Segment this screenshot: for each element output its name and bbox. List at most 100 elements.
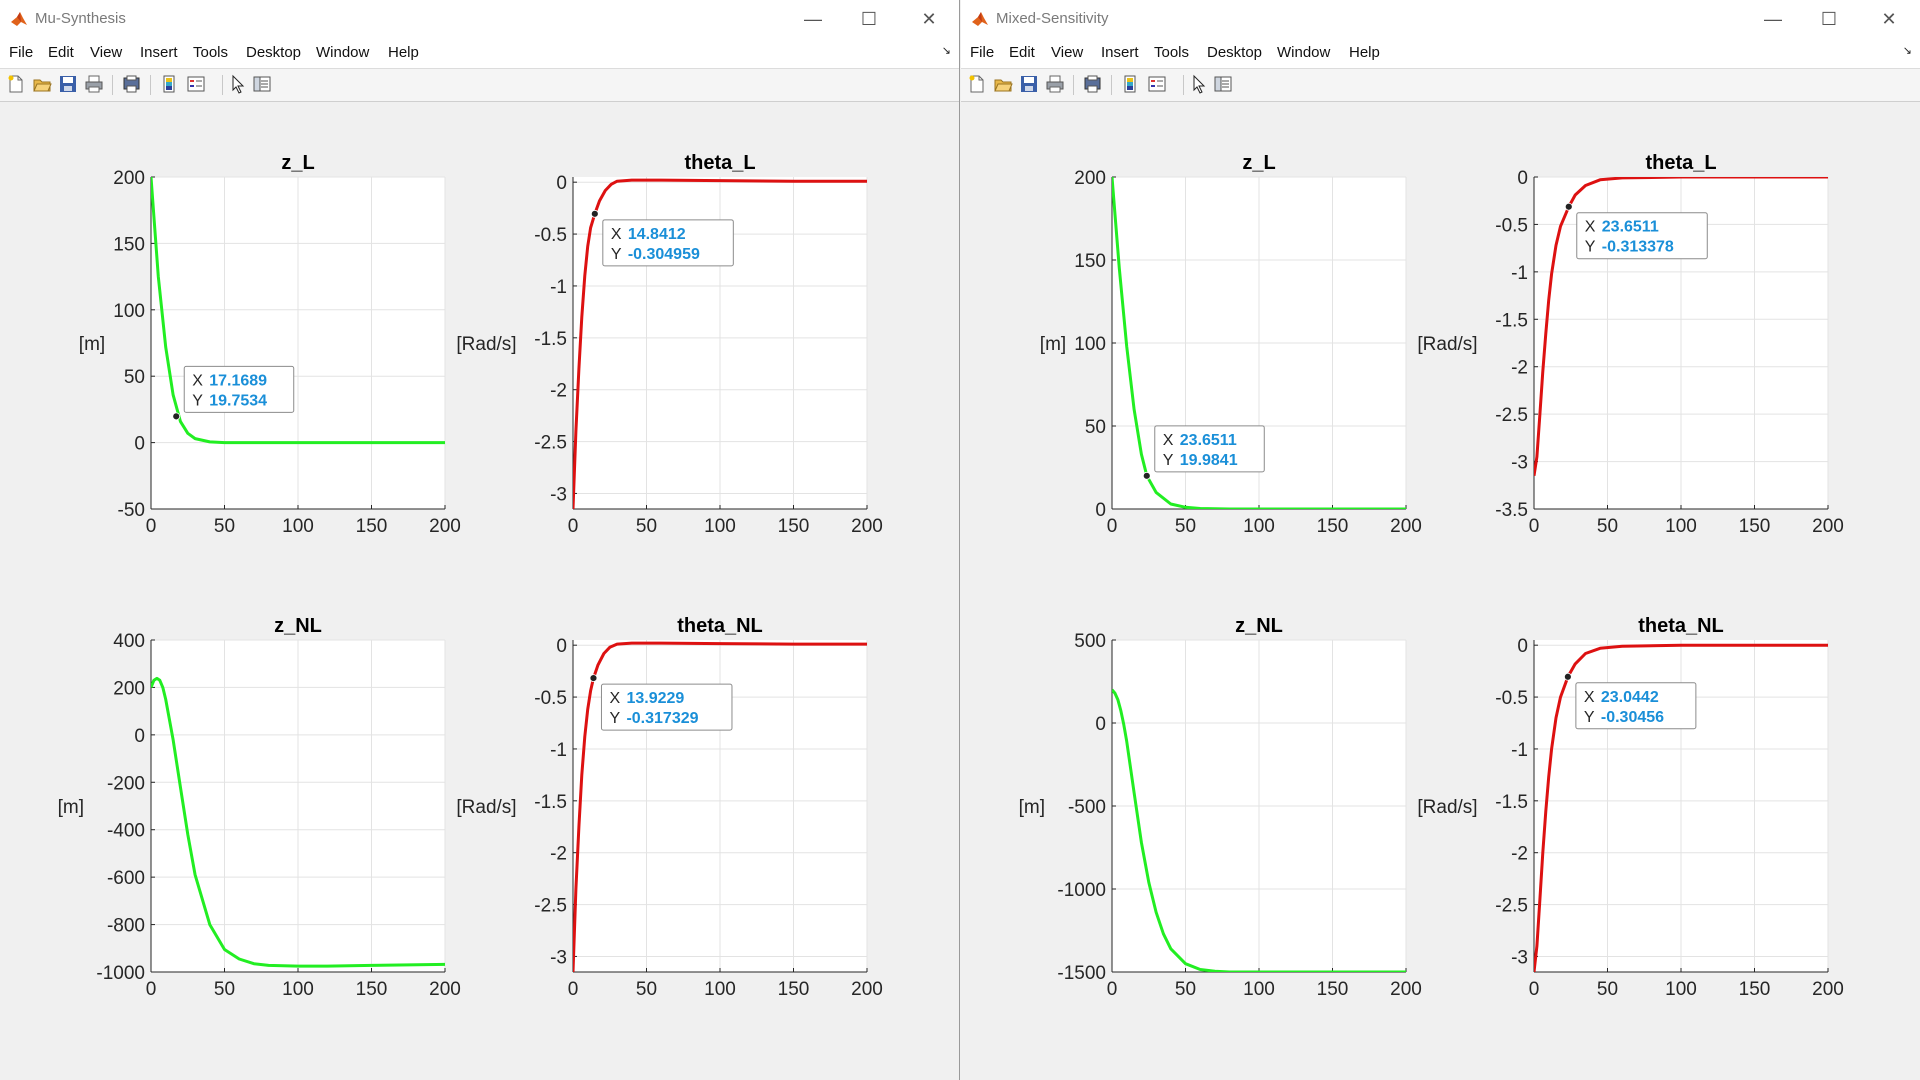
datatip-box[interactable]: X 17.1689 Y 19.7534 bbox=[183, 365, 295, 413]
datatip-x-key: X bbox=[1584, 689, 1595, 706]
datatip-box[interactable]: X 23.6511 Y -0.313378 bbox=[1576, 212, 1708, 260]
menu-help[interactable]: Help bbox=[388, 44, 419, 61]
y-tick-label: -2.5 bbox=[1495, 896, 1528, 917]
menu-edit[interactable]: Edit bbox=[1009, 44, 1035, 61]
menu-view[interactable]: View bbox=[90, 44, 123, 61]
datatip-marker[interactable] bbox=[589, 674, 598, 683]
property-inspector-icon[interactable] bbox=[252, 74, 272, 94]
maximize-button[interactable]: ☐ bbox=[1820, 8, 1838, 29]
close-button[interactable]: ✕ bbox=[1881, 8, 1897, 29]
y-tick-label: -0.5 bbox=[534, 225, 567, 246]
y-tick-label: 50 bbox=[1085, 417, 1106, 438]
datatip-x-value: 23.6511 bbox=[1180, 432, 1237, 449]
y-tick-label: 0 bbox=[1095, 714, 1106, 735]
minimize-button[interactable]: — bbox=[804, 8, 822, 29]
close-button[interactable]: ✕ bbox=[921, 8, 937, 29]
x-tick-label: 0 bbox=[1529, 516, 1540, 537]
y-tick-label: -2.5 bbox=[1495, 405, 1528, 426]
y-axis-label: [m] bbox=[1019, 797, 1045, 818]
menu-desktop[interactable]: Desktop bbox=[246, 44, 302, 61]
print-preview-icon[interactable] bbox=[122, 74, 142, 94]
menu-tools[interactable]: Tools bbox=[1154, 44, 1190, 61]
toolbar-separator bbox=[222, 75, 223, 95]
y-tick-label: 150 bbox=[113, 234, 145, 255]
menu-file[interactable]: File bbox=[970, 44, 995, 61]
menu-insert[interactable]: Insert bbox=[1101, 44, 1139, 61]
datatip-background bbox=[183, 365, 295, 413]
legend-icon[interactable] bbox=[186, 74, 206, 94]
y-tick-label: -0.5 bbox=[1495, 688, 1528, 709]
axes-theta-l[interactable]: 0 50 100 150 200 -3.5 -3 -2.5 -2 -1.5 -1 -0.5 0 theta… bbox=[1417, 152, 1843, 537]
pointer-icon[interactable] bbox=[228, 74, 248, 94]
datatip-marker[interactable] bbox=[1142, 471, 1151, 480]
matlab-logo-icon bbox=[11, 12, 27, 26]
y-tick-label: -2.5 bbox=[534, 433, 567, 454]
new-figure-icon[interactable] bbox=[967, 74, 987, 94]
menu-view[interactable]: View bbox=[1051, 44, 1084, 61]
datatip-marker[interactable] bbox=[1564, 202, 1573, 211]
datatip-box[interactable]: X 23.6511 Y 19.9841 bbox=[1154, 425, 1265, 473]
figure-window-mixed-sensitivity: Mixed-Sensitivity — ☐ ✕ File Edit View I… bbox=[961, 0, 1920, 1080]
axes-z-nl[interactable]: 0 50 100 150 200 -1000 -800 -600 -400 -200 0 200 400… bbox=[58, 615, 461, 1000]
save-icon[interactable] bbox=[1019, 74, 1039, 94]
data-series-line[interactable] bbox=[1112, 688, 1406, 972]
data-series-line[interactable] bbox=[1534, 177, 1828, 477]
colorbar-icon[interactable] bbox=[160, 74, 180, 94]
dock-arrow-icon[interactable]: ↘ bbox=[1902, 45, 1912, 57]
data-series-line[interactable] bbox=[573, 641, 867, 972]
x-tick-label: 50 bbox=[1175, 516, 1196, 537]
datatip-box[interactable]: X 14.8412 Y -0.304959 bbox=[602, 219, 734, 267]
data-series-line[interactable] bbox=[573, 178, 867, 509]
axes-title: theta_L bbox=[1645, 152, 1716, 174]
colorbar-icon[interactable] bbox=[1121, 74, 1141, 94]
menu-window[interactable]: Window bbox=[1277, 44, 1331, 61]
y-tick-label: -1.5 bbox=[1495, 310, 1528, 331]
save-icon[interactable] bbox=[58, 74, 78, 94]
menu-tools[interactable]: Tools bbox=[193, 44, 229, 61]
menu-file[interactable]: File bbox=[9, 44, 34, 61]
menu-window[interactable]: Window bbox=[316, 44, 370, 61]
pointer-icon[interactable] bbox=[1189, 74, 1209, 94]
menu-edit[interactable]: Edit bbox=[48, 44, 74, 61]
open-file-icon[interactable] bbox=[993, 74, 1013, 94]
minimize-button[interactable]: — bbox=[1764, 8, 1782, 29]
dock-arrow-icon[interactable]: ↘ bbox=[941, 45, 951, 57]
axes-theta-l[interactable]: 0 50 100 150 200 -3 -2.5 -2 -1.5 -1 -0.5 0 theta_L [R… bbox=[456, 152, 882, 537]
datatip-marker[interactable] bbox=[172, 412, 181, 421]
datatip-y-key: Y bbox=[609, 710, 620, 727]
data-series-line[interactable] bbox=[1112, 177, 1406, 509]
title-bar[interactable]: Mu-Synthesis — ☐ ✕ bbox=[0, 0, 959, 38]
y-tick-label: -2 bbox=[1511, 358, 1528, 379]
open-file-icon[interactable] bbox=[32, 74, 52, 94]
y-tick-label: 100 bbox=[113, 301, 145, 322]
y-tick-label: -1.5 bbox=[534, 792, 567, 813]
menu-insert[interactable]: Insert bbox=[140, 44, 178, 61]
datatip-marker[interactable] bbox=[590, 209, 599, 218]
datatip-y-value: -0.304959 bbox=[628, 246, 700, 263]
menu-desktop[interactable]: Desktop bbox=[1207, 44, 1263, 61]
menu-help[interactable]: Help bbox=[1349, 44, 1380, 61]
axes-theta-nl[interactable]: 0 50 100 150 200 -3 -2.5 -2 -1.5 -1 -0.5 0 theta_NL [… bbox=[1417, 615, 1843, 1000]
x-tick-label: 200 bbox=[1390, 516, 1422, 537]
datatip-marker[interactable] bbox=[1563, 672, 1572, 681]
axes-theta-nl[interactable]: 0 50 100 150 200 -3 -2.5 -2 -1.5 -1 -0.5 0 theta_NL [… bbox=[456, 615, 882, 1000]
property-inspector-icon[interactable] bbox=[1213, 74, 1233, 94]
title-bar[interactable]: Mixed-Sensitivity — ☐ ✕ bbox=[961, 0, 1920, 38]
legend-icon[interactable] bbox=[1147, 74, 1167, 94]
axes-z-l[interactable]: 0 50 100 150 200 0 50 100 150 200 z_L [m] X 23.6511 Y 1… bbox=[1040, 152, 1422, 537]
datatip-box[interactable]: X 23.0442 Y -0.30456 bbox=[1575, 682, 1697, 730]
print-preview-icon[interactable] bbox=[1083, 74, 1103, 94]
datatip-background bbox=[602, 219, 734, 267]
print-icon[interactable] bbox=[1045, 74, 1065, 94]
data-series-line[interactable] bbox=[1534, 643, 1828, 972]
data-series-line[interactable] bbox=[151, 676, 445, 968]
datatip-box[interactable]: X 13.9229 Y -0.317329 bbox=[600, 683, 733, 731]
new-figure-icon[interactable] bbox=[6, 74, 26, 94]
x-tick-label: 150 bbox=[778, 979, 810, 1000]
axes-z-nl[interactable]: 0 50 100 150 200 -1500 -1000 -500 0 500 z_NL [m] bbox=[1019, 615, 1422, 1000]
maximize-button[interactable]: ☐ bbox=[860, 8, 878, 29]
axes-title: z_L bbox=[281, 152, 314, 174]
data-series-line[interactable] bbox=[151, 177, 445, 445]
print-icon[interactable] bbox=[84, 74, 104, 94]
